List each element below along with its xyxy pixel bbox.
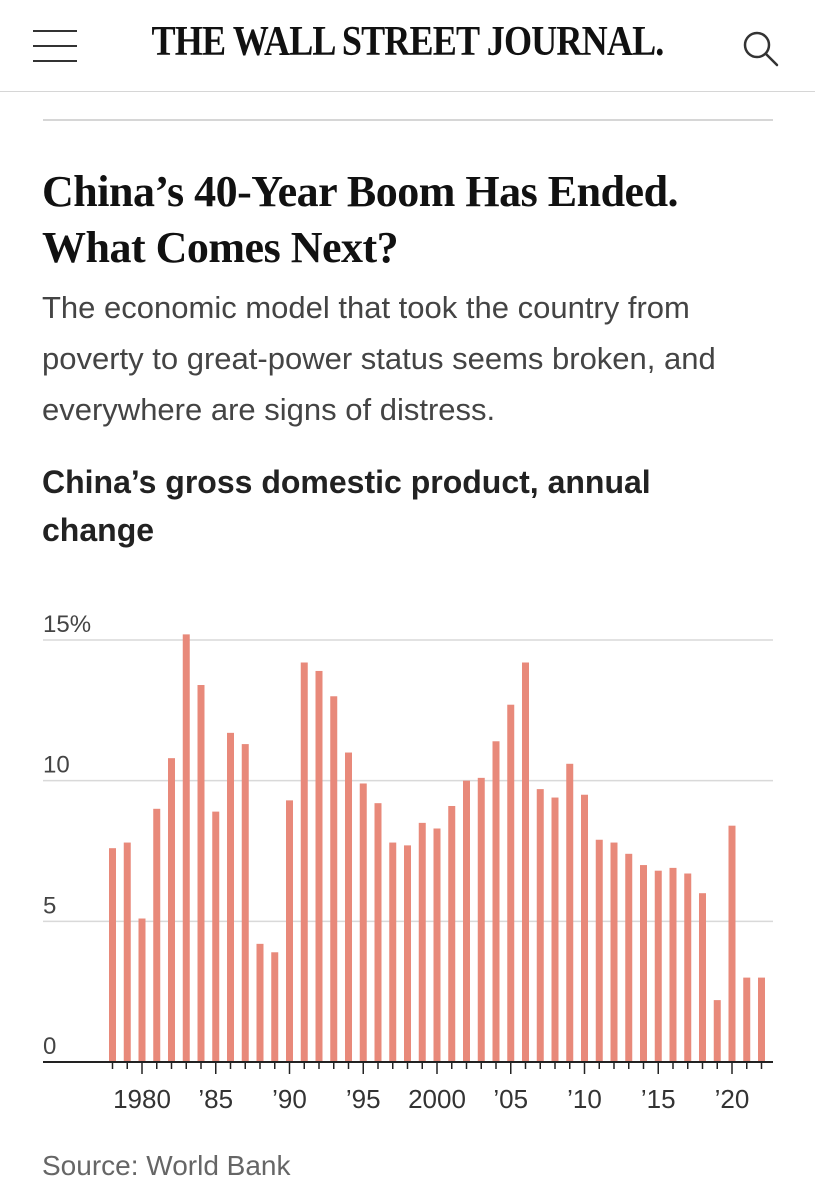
chart-source: Source: World Bank [42, 1150, 291, 1181]
bar-2008 [551, 797, 559, 1062]
bar-2010 [581, 794, 588, 1062]
masthead-logo[interactable]: THE WALL STREET JOURNAL. [151, 19, 665, 65]
bar-2001 [448, 805, 456, 1062]
bar-1985 [212, 811, 220, 1062]
bar-1978 [109, 848, 116, 1062]
bar-2002 [463, 780, 470, 1062]
bar-2017 [684, 873, 692, 1062]
x-tick-label: ’95 [346, 1084, 381, 1114]
bar-1998 [404, 845, 411, 1062]
bar-2020 [728, 825, 736, 1062]
search-icon[interactable] [738, 26, 782, 70]
top-nav-bar: THE WALL STREET JOURNAL. [0, 0, 815, 92]
bar-2015 [654, 870, 662, 1062]
x-tick-label: ’10 [567, 1084, 602, 1114]
bar-1988 [256, 943, 264, 1062]
bar-1987 [241, 744, 249, 1062]
bar-1989 [271, 952, 279, 1062]
bar-1997 [389, 842, 397, 1062]
x-tick-label: ’15 [641, 1084, 676, 1114]
bar-1979 [123, 842, 131, 1062]
bar-2000 [433, 828, 441, 1062]
y-tick-label: 5 [43, 892, 56, 919]
x-tick-label: 1980 [113, 1084, 171, 1114]
bar-1999 [418, 822, 426, 1062]
bar-2013 [625, 853, 633, 1062]
bar-1990 [286, 800, 293, 1062]
bar-1984 [197, 685, 205, 1062]
bar-2006 [522, 662, 529, 1062]
bar-2004 [492, 741, 500, 1062]
bar-2018 [699, 893, 706, 1062]
bar-1992 [315, 670, 323, 1062]
bar-2005 [507, 704, 515, 1062]
y-tick-label: 0 [43, 1033, 56, 1060]
gdp-bar-chart: 0 5 10 15% 1980 ’85 ’90 ’95 2000 ’05 ’10 ’15 ’20 [43, 611, 773, 1114]
bar-2019 [713, 1000, 721, 1062]
section-divider [43, 119, 773, 121]
chart-title: China’s gross domestic product, annual c… [42, 464, 651, 548]
x-tick-label: ’20 [715, 1084, 750, 1114]
hamburger-menu-icon[interactable] [33, 28, 77, 64]
bar-2012 [610, 842, 618, 1062]
bar-2011 [595, 839, 603, 1062]
bar-1982 [168, 758, 175, 1062]
bar-1994 [345, 752, 352, 1062]
y-tick-label: 15% [43, 611, 91, 638]
bar-1991 [300, 662, 308, 1062]
x-tick-label: ’90 [272, 1084, 307, 1114]
bar-1981 [153, 808, 161, 1062]
y-tick-label: 10 [43, 752, 70, 779]
bar-1993 [330, 696, 338, 1062]
x-tick-label: ’05 [493, 1084, 528, 1114]
bar-1996 [374, 803, 382, 1062]
bar-2016 [669, 867, 677, 1062]
bar-1986 [227, 732, 234, 1062]
bar-2003 [477, 777, 485, 1062]
x-tick-label: 2000 [408, 1084, 466, 1114]
bar-2014 [640, 865, 647, 1062]
bar-1983 [182, 634, 190, 1062]
bar-2007 [536, 789, 544, 1062]
bar-1980 [138, 918, 146, 1062]
article-headline: China’s 40-Year Boom Has Ended. What Com… [42, 167, 679, 272]
bar-2009 [566, 763, 574, 1062]
bar-1995 [359, 783, 367, 1062]
bar-2021 [743, 977, 751, 1062]
article-dek: The economic model that took the country… [42, 290, 716, 427]
x-tick-label: ’85 [198, 1084, 233, 1114]
bar-2022 [758, 977, 765, 1062]
